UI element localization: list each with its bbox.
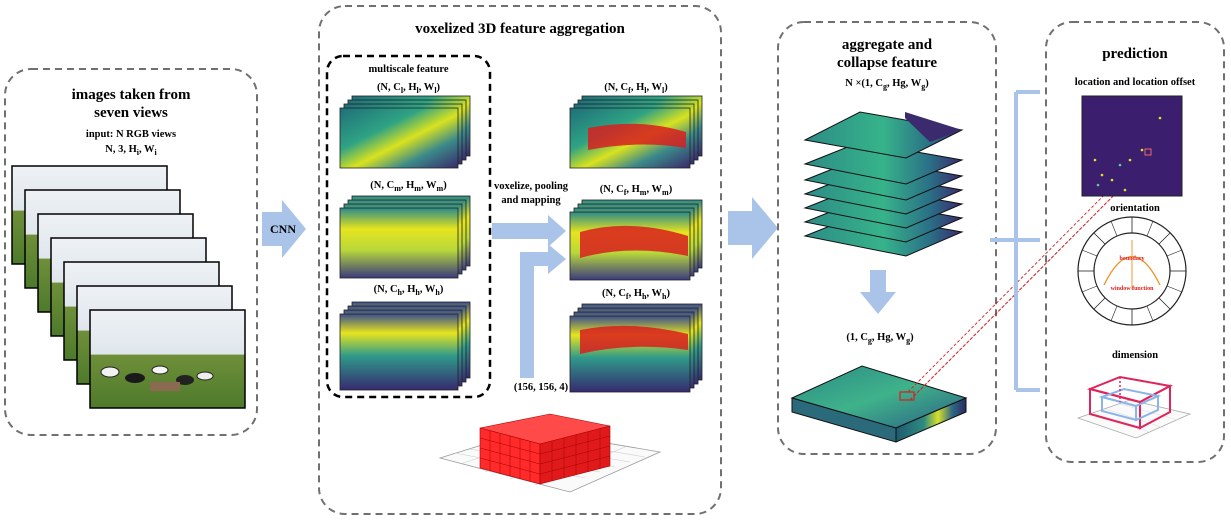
layer-stack [803, 111, 964, 257]
collapsed-slab [790, 365, 968, 443]
aggregate-arrow [728, 197, 778, 259]
voxelize-op-line2: and mapping [501, 195, 561, 206]
fused-stack-low [569, 95, 703, 169]
aggregate-shape: N ×(1, Cg, Hg, Wg) [845, 78, 929, 92]
voxelize-op-line1: voxelize, pooling [493, 181, 569, 192]
aggregate-title-line1: aggregate and [841, 37, 933, 53]
dimension-title: dimension [1111, 350, 1159, 361]
multiscale-stack-high [339, 301, 471, 391]
window-function-label: window function [1110, 286, 1154, 292]
fused-stack-high [569, 303, 703, 393]
images-input-line1: input: N RGB views [85, 129, 177, 140]
cnn-arrow [262, 200, 306, 258]
images-title-line1: images taken from [71, 87, 191, 103]
collapsed-shape: (1, Cg, Hg, Wg) [846, 332, 914, 346]
fused-shape-low: (N, Cf, Hl, Wl) [604, 82, 668, 96]
location-heatmap [1081, 95, 1183, 197]
shape-mid: (N, Cm, Hm, Wm) [370, 180, 447, 194]
prediction-title: prediction [1102, 46, 1168, 62]
orientation-title: orientation [1110, 203, 1160, 214]
shape-high: (N, Ch, Hh, Wh) [373, 284, 444, 298]
images-title-line2: seven views [94, 105, 168, 121]
voxelize-arrows [492, 215, 566, 378]
grid-shape: (156, 156, 4) [513, 382, 569, 393]
prediction-bracket [990, 90, 1040, 392]
image-stack [11, 165, 246, 409]
images-input-line2: N, 3, Hi, Wi [105, 144, 157, 158]
fused-shape-mid: (N, Cf, Hm, Wm) [599, 184, 673, 198]
multiscale-panel-border [325, 54, 492, 399]
multiscale-stack-mid [339, 195, 471, 279]
multiscale-title: multiscale feature [368, 64, 449, 75]
fused-shape-high: (N, Cf, Hh, Wh) [602, 288, 670, 302]
view-image-7 [89, 309, 246, 409]
voxel-grid [438, 413, 662, 493]
voxel-title: voxelized 3D feature aggregation [415, 21, 625, 37]
fused-stack-mid [569, 199, 703, 281]
shape-low: (N, Cl, Hl, Wl) [376, 82, 441, 96]
cnn-label: CNN [270, 222, 296, 236]
multiscale-stack-low [339, 95, 471, 169]
location-title: location and location offset [1074, 77, 1196, 88]
orientation-wheel [1077, 216, 1187, 326]
prediction-panel-border [1045, 21, 1225, 463]
boundary-label: boundary [1119, 256, 1145, 262]
aggregate-title-line2: collapse feature [836, 55, 938, 71]
collapse-arrow [860, 270, 896, 314]
dimension-box [1076, 375, 1192, 439]
voxel-panel-border [318, 5, 722, 515]
images-panel-border [4, 68, 258, 436]
